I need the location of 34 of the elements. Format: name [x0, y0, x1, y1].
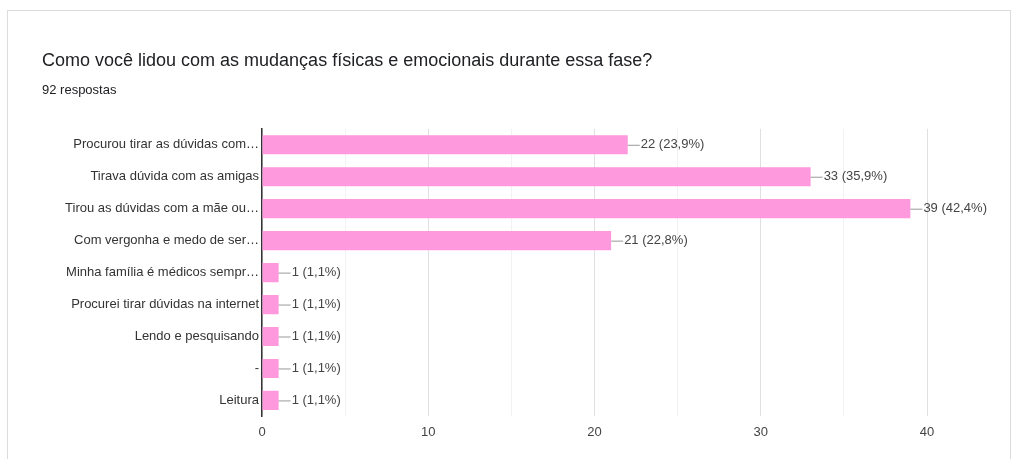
bar: [262, 358, 279, 379]
x-tick-label: 10: [421, 423, 436, 439]
bar: [262, 135, 628, 155]
x-tick-label: 30: [753, 423, 768, 439]
bar: [262, 167, 811, 187]
y-tick-label: Procurou tirar as dúvidas com…: [73, 136, 259, 152]
y-tick-label: Leitura: [219, 392, 260, 407]
x-tick-label: 0: [258, 423, 266, 439]
chart-title: Como você lidou com as mudanças físicas e emocionais durante essa fase?: [42, 50, 653, 71]
data-label: 1 (1,1%): [291, 264, 341, 280]
data-label: 1 (1,1%): [291, 392, 341, 407]
data-label: 22 (23,9%): [640, 136, 705, 152]
bar: [262, 199, 911, 219]
data-label: 1 (1,1%): [291, 328, 341, 344]
y-tick-label: Tirava dúvida com as amigas: [90, 168, 260, 184]
bar: [262, 326, 279, 347]
data-label: 39 (42,4%): [923, 200, 987, 216]
data-label: 1 (1,1%): [291, 296, 341, 312]
x-tick-label: 40: [919, 423, 935, 439]
x-tick-label: 20: [587, 423, 602, 439]
data-label: 21 (22,8%): [624, 232, 688, 248]
data-label: 1 (1,1%): [291, 360, 341, 376]
y-tick-label: Procurei tirar dúvidas na internet: [71, 296, 260, 312]
y-tick-label: Lendo e pesquisando: [134, 328, 259, 344]
y-tick-label: Tirou as dúvidas com a mãe ou…: [65, 200, 259, 216]
y-tick-label: -: [254, 360, 259, 376]
y-tick-label: Com vergonha e medo de ser…: [74, 232, 259, 248]
text: 92 respostas: [42, 82, 117, 97]
bar: [262, 390, 279, 411]
bar: [262, 231, 612, 251]
bar: [262, 263, 279, 283]
data-label: 33 (35,9%): [823, 168, 888, 184]
y-tick-label: Minha família é médicos sempr…: [66, 264, 259, 280]
bar: [262, 294, 279, 315]
